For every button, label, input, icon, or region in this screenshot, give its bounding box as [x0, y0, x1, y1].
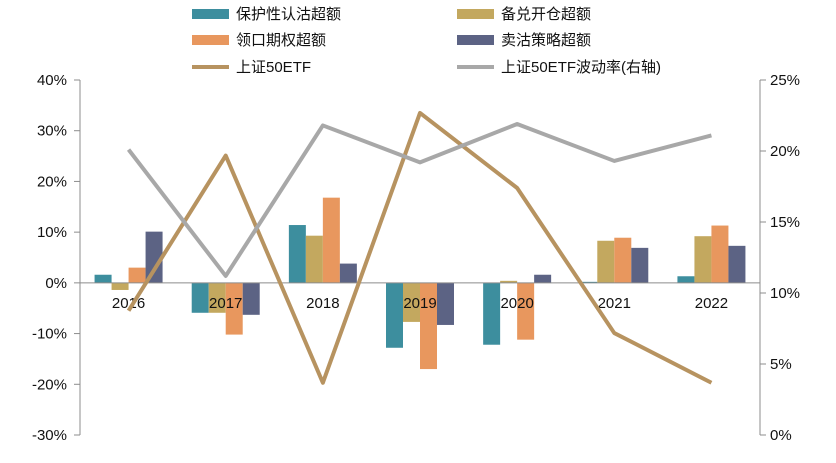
left-axis-tick-label: -10%	[32, 326, 67, 343]
legend-item-covered-call: 备兑开仓超额	[457, 6, 591, 23]
bar-protective-put-2020	[483, 282, 501, 345]
bar-short-put-2018	[339, 263, 357, 283]
x-axis-category-label: 2018	[306, 295, 339, 312]
line-sse50etf	[126, 110, 713, 385]
x-axis-category-label: 2022	[695, 295, 728, 312]
bar-collar-2019	[420, 282, 437, 370]
bar-short-put-2020	[534, 274, 552, 283]
bar-short-put-2021	[631, 247, 649, 283]
left-axis-tick-label: -30%	[32, 427, 67, 444]
left-axis-tick-label: 10%	[37, 224, 67, 241]
line-sse50etf-volatility	[126, 122, 712, 278]
legend-item-sse50etf: 上证50ETF	[192, 59, 311, 76]
legend-swatch-short-put	[457, 35, 494, 45]
legend-item-protective-put: 保护性认沽超额	[192, 6, 341, 23]
x-axis-category-label: 2019	[403, 295, 436, 312]
left-axis-tick-label: -20%	[32, 376, 67, 393]
bar-short-put-2017	[242, 282, 260, 315]
line-layer	[126, 110, 713, 385]
right-axis-tick-label: 20%	[770, 143, 800, 160]
bar-collar-2017	[225, 282, 243, 335]
legend-swatch-collar	[192, 35, 229, 45]
x-axis-category-label: 2020	[500, 295, 533, 312]
right-axis-tick-label: 10%	[770, 285, 800, 302]
bar-layer	[94, 197, 746, 370]
legend-label-collar: 领口期权超额	[236, 32, 326, 49]
bar-covered-call-2019	[403, 282, 420, 322]
right-axis-tick-label: 25%	[770, 72, 800, 89]
bar-collar-2022	[711, 225, 729, 283]
bar-short-put-2022	[728, 245, 746, 283]
bar-collar-2021	[614, 237, 632, 283]
legend-label-covered-call: 备兑开仓超额	[501, 6, 591, 23]
bar-short-put-2019	[437, 282, 454, 325]
bar-collar-2016	[128, 267, 146, 283]
legend-label-sse50etf-volatility: 上证50ETF波动率(右轴)	[501, 59, 661, 76]
bar-covered-call-2018	[305, 235, 323, 283]
legend-item-short-put: 卖沽策略超额	[457, 32, 591, 49]
bar-protective-put-2018	[288, 225, 306, 283]
right-axis-tick-label: 15%	[770, 214, 800, 231]
right-axis-tick-label: 0%	[770, 427, 792, 444]
bar-collar-2020	[517, 282, 535, 340]
bar-covered-call-2017	[208, 282, 226, 313]
bar-covered-call-2016	[111, 282, 129, 290]
bar-protective-put-2017	[191, 282, 209, 313]
legend-swatch-covered-call	[457, 9, 494, 19]
right-axis-tick-labels: 25% 20% 15% 10% 5% 0%	[770, 72, 800, 444]
bar-covered-call-2021	[597, 240, 615, 283]
x-axis-category-label: 2017	[209, 295, 242, 312]
left-axis-tick-label: 0%	[45, 275, 67, 292]
bar-protective-put-2021	[580, 281, 598, 283]
x-axis-category-label: 2021	[598, 295, 631, 312]
left-axis-tick-label: 20%	[37, 173, 67, 190]
right-axis-tick-label: 5%	[770, 356, 792, 373]
legend-item-collar: 领口期权超额	[192, 32, 326, 49]
legend-item-sse50etf-volatility: 上证50ETF波动率(右轴)	[457, 59, 661, 76]
bar-covered-call-2020	[500, 280, 518, 283]
bar-collar-2018	[322, 197, 340, 283]
left-axis-tick-label: 30%	[37, 123, 67, 140]
left-axis-tick-label: 40%	[37, 72, 67, 89]
bar-covered-call-2022	[694, 236, 712, 283]
left-axis-tick-labels: 40% 30% 20% 10% 0% -10% -20% -30%	[32, 72, 67, 444]
bar-protective-put-2022	[677, 276, 695, 283]
legend-swatch-protective-put	[192, 9, 229, 19]
legend-label-sse50etf: 上证50ETF	[236, 59, 311, 76]
bar-short-put-2016	[145, 231, 163, 283]
legend-label-protective-put: 保护性认沽超额	[236, 6, 341, 23]
legend: 保护性认沽超额 备兑开仓超额 领口期权超额 卖沽策略超额 上证50ETF 上证5…	[192, 6, 661, 76]
bar-protective-put-2019	[386, 282, 403, 348]
bar-protective-put-2016	[94, 274, 112, 283]
axes-layer	[74, 79, 766, 436]
legend-label-short-put: 卖沽策略超额	[501, 32, 591, 49]
